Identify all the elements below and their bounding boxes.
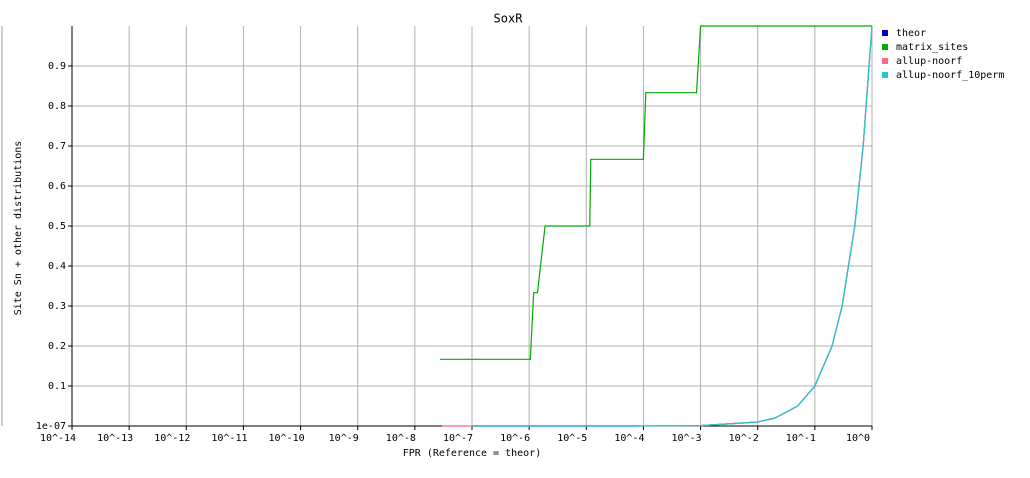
y-tick-label: 0.6 [48, 181, 66, 192]
y-tick-label: 0.5 [48, 221, 66, 232]
y-tick-label: 0.9 [48, 61, 66, 72]
legend-swatch [882, 44, 888, 50]
y-tick-label: 0.7 [48, 141, 66, 152]
y-tick-label: 0.1 [48, 381, 66, 392]
x-tick-label: 10^-5 [557, 433, 587, 444]
x-tick-label: 10^-12 [154, 433, 190, 444]
legend-swatch [882, 30, 888, 36]
y-axis-label: Site Sn + other distributions [13, 141, 24, 316]
series-line [472, 25, 873, 427]
legend-label: matrix_sites [896, 42, 968, 53]
chart-title: SoxR [494, 12, 524, 26]
legend-label: allup-noorf_10perm [896, 70, 1004, 81]
x-tick-label: 10^-14 [40, 433, 76, 444]
x-tick-label: 10^0 [846, 433, 870, 444]
y-tick-label: 0.4 [48, 261, 66, 272]
x-tick-label: 10^-13 [97, 433, 133, 444]
legend-swatch [882, 72, 888, 78]
y-tick-label: 0.2 [48, 341, 66, 352]
legend-label: allup-noorf [896, 56, 962, 67]
x-tick-label: 10^-1 [786, 433, 816, 444]
y-tick-label: 0.8 [48, 101, 66, 112]
legend-swatch [882, 58, 888, 64]
x-tick-label: 10^-6 [500, 433, 530, 444]
x-axis-label: FPR (Reference = theor) [403, 448, 541, 459]
y-tick-label: 0.3 [48, 301, 66, 312]
series-line [439, 25, 872, 360]
legend-label: theor [896, 28, 926, 39]
x-tick-label: 10^-11 [211, 433, 247, 444]
x-tick-label: 10^-10 [269, 433, 305, 444]
x-tick-label: 10^-8 [386, 433, 416, 444]
x-tick-label: 10^-4 [614, 433, 644, 444]
x-tick-label: 10^-3 [672, 433, 702, 444]
y-tick-label: 1e-07 [36, 421, 66, 432]
x-tick-label: 10^-7 [443, 433, 473, 444]
x-tick-label: 10^-2 [729, 433, 759, 444]
x-tick-label: 10^-9 [329, 433, 359, 444]
